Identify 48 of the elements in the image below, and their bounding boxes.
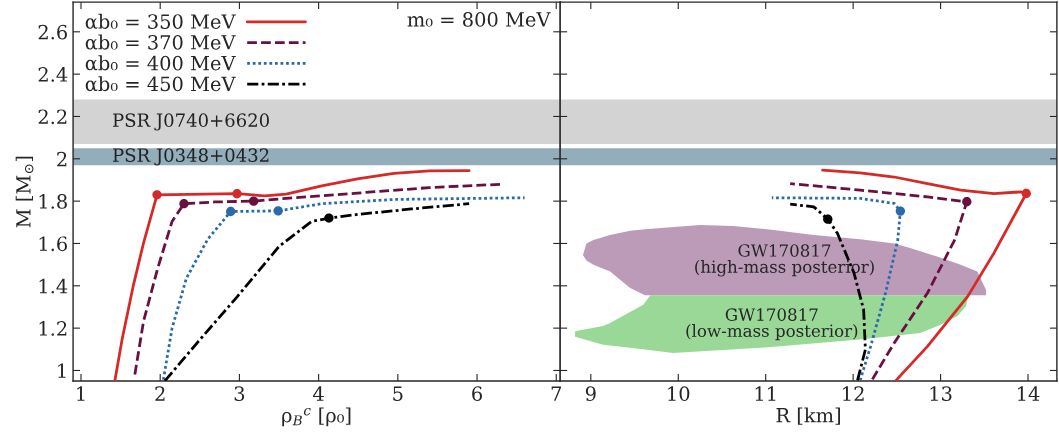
series-label: GW170817 (low-mass posterior) bbox=[686, 308, 858, 341]
y-axis-title: M [M$_{⊙}$] bbox=[15, 156, 34, 228]
annotation: m₀ = 800 MeV bbox=[407, 12, 551, 27]
y-tick-label: 1.8 bbox=[39, 194, 67, 209]
x-tick-label: 3 bbox=[234, 386, 245, 401]
x-axis-title: ρ$_{B}$$^{c}$ [ρ₀] bbox=[282, 407, 351, 427]
x-tick-label: 1 bbox=[77, 386, 85, 401]
line-series bbox=[113, 169, 471, 382]
point bbox=[232, 189, 242, 199]
y-tick-label: 1.2 bbox=[39, 321, 67, 336]
band-label: PSR J0740+6620 bbox=[113, 113, 269, 131]
point bbox=[226, 206, 236, 217]
line-series bbox=[161, 196, 526, 382]
point bbox=[324, 213, 334, 223]
y-tick-label: 1.4 bbox=[39, 278, 68, 294]
legend-label: αb₀ = 400 MeV bbox=[85, 55, 236, 71]
series-label: GW170817 (high-mass posterior) bbox=[695, 244, 874, 277]
y-tick-label: 2 bbox=[57, 151, 67, 167]
point bbox=[895, 206, 906, 216]
point bbox=[962, 197, 972, 207]
x-tick-label: 9 bbox=[585, 386, 596, 401]
legend-label: αb₀ = 350 MeV bbox=[85, 13, 236, 29]
x-tick-label: 10 bbox=[668, 386, 690, 401]
x-tick-label: 6 bbox=[472, 386, 482, 401]
y-tick-label: 2.6 bbox=[38, 24, 67, 40]
point bbox=[1021, 188, 1031, 199]
x-tick-label: 2 bbox=[155, 386, 165, 401]
x-tick-label: 4 bbox=[313, 386, 324, 401]
legend-label: αb₀ = 450 MeV bbox=[85, 76, 236, 92]
x-tick-label: 13 bbox=[930, 386, 952, 401]
y-tick-label: 1.6 bbox=[39, 236, 67, 252]
legend-label: αb₀ = 370 MeV bbox=[85, 34, 236, 50]
point bbox=[823, 214, 833, 224]
x-tick-label: 7 bbox=[551, 386, 562, 401]
point bbox=[179, 199, 189, 209]
band-label: PSR J0348+0432 bbox=[113, 148, 269, 166]
x-tick-label: 14 bbox=[1018, 386, 1040, 401]
y-tick-label: 2.4 bbox=[38, 67, 68, 82]
line-series bbox=[163, 202, 471, 382]
x-axis-title: R [km] bbox=[776, 407, 840, 425]
x-tick-label: 12 bbox=[843, 386, 864, 401]
point bbox=[249, 196, 259, 206]
y-tick-label: 2.2 bbox=[38, 109, 67, 125]
point bbox=[152, 190, 162, 200]
x-tick-label: 5 bbox=[393, 386, 403, 401]
point bbox=[273, 206, 283, 216]
y-tick-label: 1 bbox=[58, 363, 66, 378]
x-tick-label: 11 bbox=[755, 386, 776, 401]
